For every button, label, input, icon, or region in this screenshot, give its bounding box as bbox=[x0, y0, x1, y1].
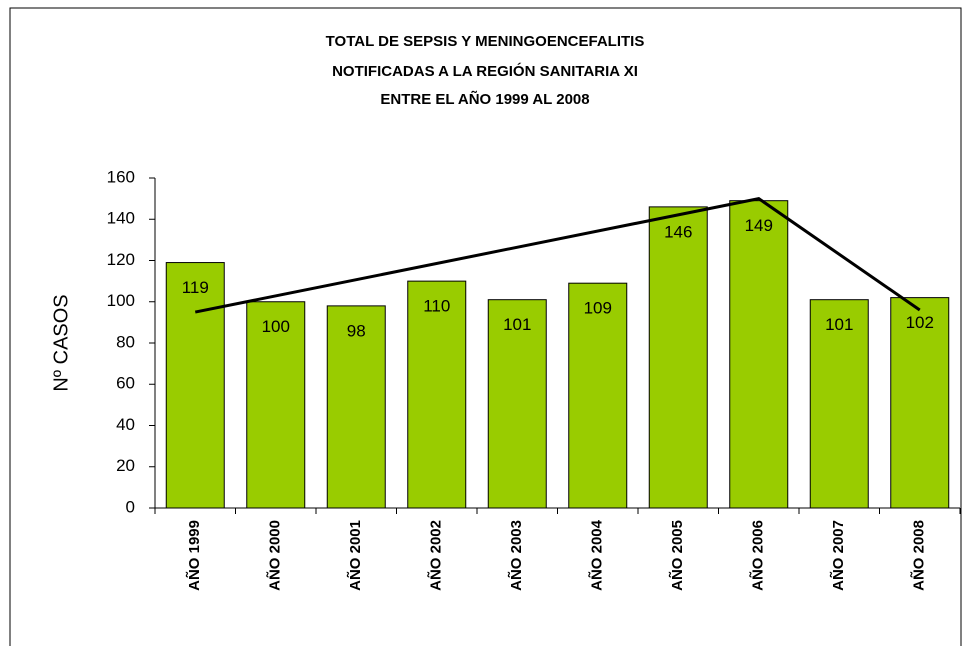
y-tick-label: 40 bbox=[116, 415, 135, 434]
data-label: 109 bbox=[584, 299, 612, 318]
x-tick-label: AÑO 2000 bbox=[266, 520, 284, 591]
x-tick-label: AÑO 2008 bbox=[910, 520, 928, 591]
x-tick-label: AÑO 1999 bbox=[185, 520, 203, 591]
data-label: 110 bbox=[423, 297, 450, 316]
bar bbox=[890, 297, 950, 509]
x-tick-label: AÑO 2002 bbox=[427, 520, 445, 591]
data-label: 101 bbox=[503, 315, 531, 334]
y-tick-label: 20 bbox=[116, 456, 135, 475]
y-tick-label: 160 bbox=[107, 167, 135, 186]
bar bbox=[648, 206, 708, 509]
bar bbox=[487, 299, 547, 509]
chart-title: ENTRE EL AÑO 1999 AL 2008 bbox=[380, 90, 589, 108]
bar bbox=[165, 262, 225, 509]
y-tick-label: 140 bbox=[107, 209, 135, 228]
y-axis-label: Nº CASOS bbox=[50, 294, 72, 391]
y-tick-label: 120 bbox=[107, 250, 135, 269]
y-tick-label: 80 bbox=[116, 332, 135, 351]
y-tick-label: 100 bbox=[107, 291, 135, 310]
x-tick-label: AÑO 2004 bbox=[588, 519, 606, 591]
y-tick-label: 0 bbox=[126, 497, 135, 516]
chart-title: TOTAL DE SEPSIS Y MENINGOENCEFALITIS bbox=[326, 33, 645, 50]
data-label: 119 bbox=[182, 278, 209, 297]
x-tick-label: AÑO 2007 bbox=[829, 520, 847, 591]
x-tick-label: AÑO 2006 bbox=[749, 520, 767, 591]
data-label: 102 bbox=[906, 313, 934, 332]
bar bbox=[326, 305, 386, 509]
data-label: 149 bbox=[745, 216, 773, 235]
bar bbox=[729, 200, 789, 509]
x-tick-label: AÑO 2001 bbox=[346, 520, 364, 591]
x-tick-label: AÑO 2003 bbox=[507, 520, 525, 591]
trend-line bbox=[194, 197, 921, 314]
y-tick-label: 60 bbox=[116, 374, 135, 393]
data-label: 146 bbox=[664, 222, 692, 241]
data-label: 98 bbox=[347, 321, 366, 340]
data-label: 101 bbox=[825, 315, 853, 334]
bar bbox=[568, 282, 628, 509]
bar bbox=[246, 301, 306, 509]
x-tick-label: AÑO 2005 bbox=[668, 520, 686, 591]
chart-title: NOTIFICADAS A LA REGIÓN SANITARIA XI bbox=[332, 62, 638, 80]
data-label: 100 bbox=[262, 317, 290, 336]
